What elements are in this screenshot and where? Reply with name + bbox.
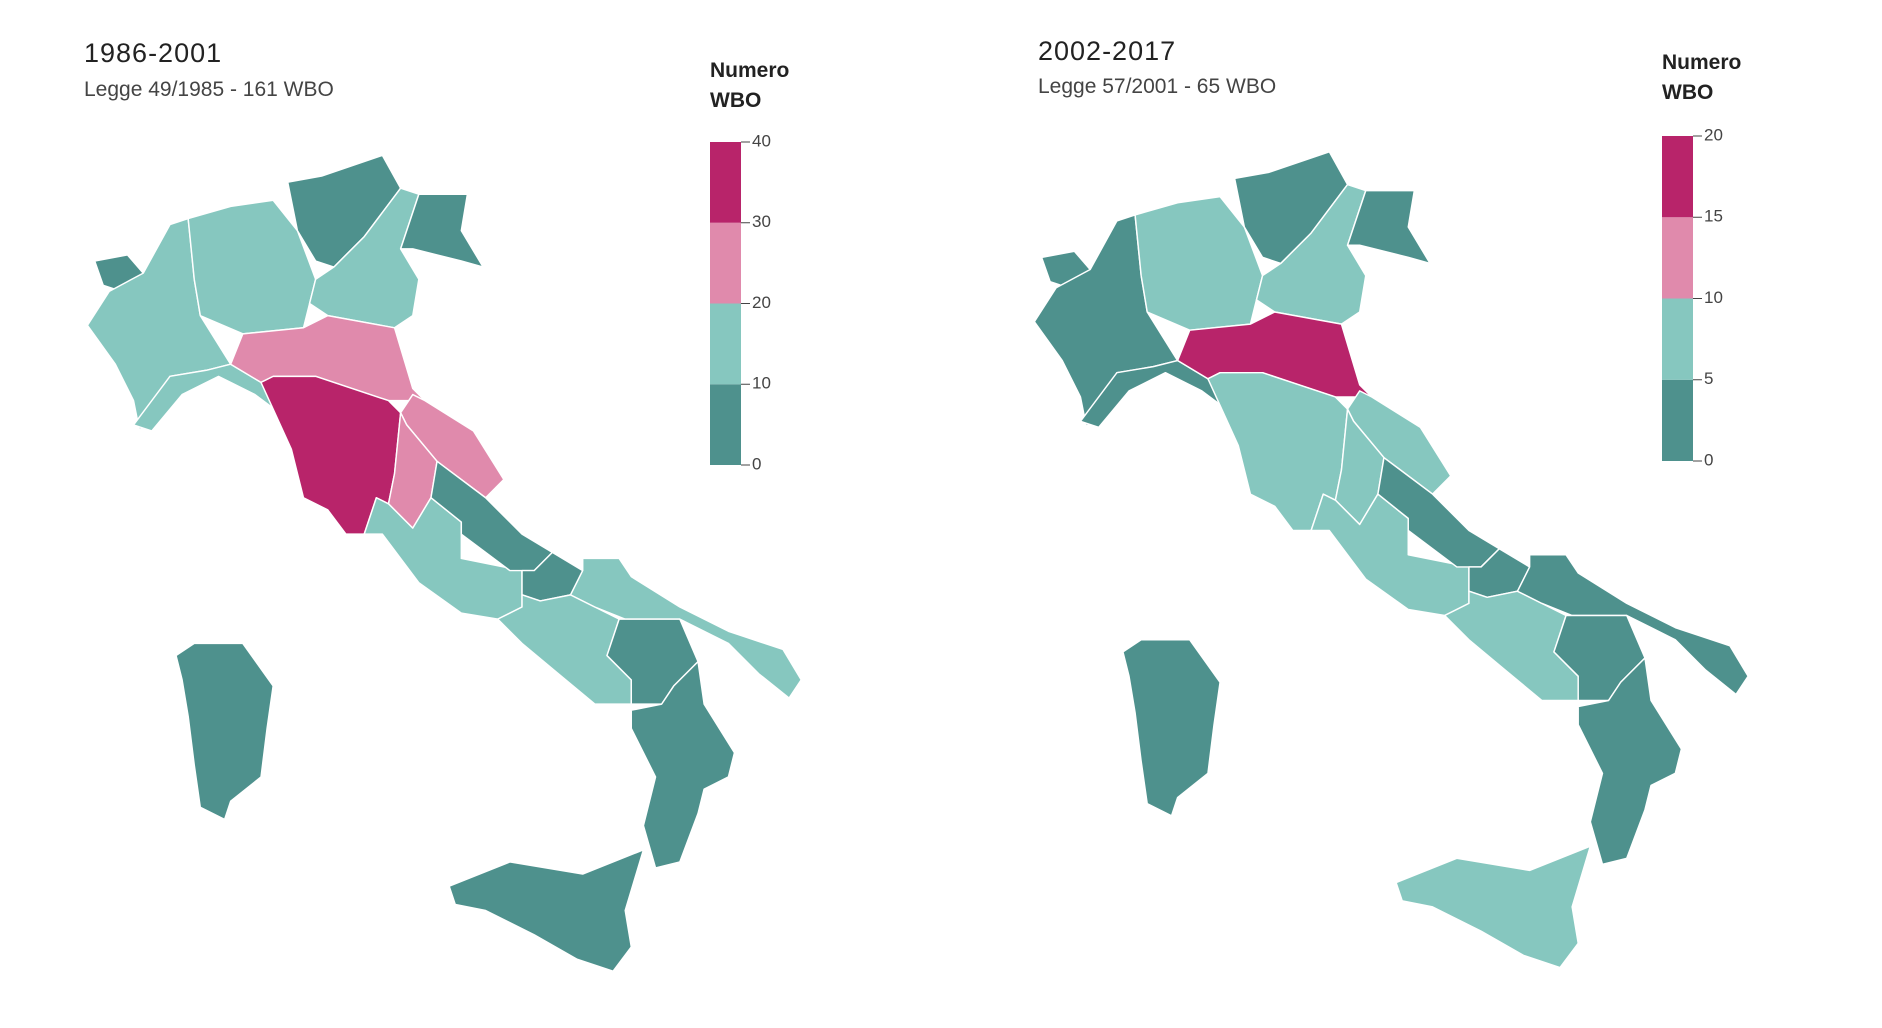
legend-bin xyxy=(1662,136,1693,218)
map-subtitle: Legge 57/2001 - 65 WBO xyxy=(1038,75,1277,98)
legend-bin xyxy=(710,222,741,304)
region xyxy=(363,497,523,620)
legend-tick-label: 10 xyxy=(752,374,771,393)
map-title: 1986-2001 xyxy=(84,38,223,68)
region xyxy=(175,642,274,821)
region xyxy=(1033,214,1179,429)
legend-tick-label: 40 xyxy=(752,131,771,150)
region xyxy=(1346,189,1431,265)
region xyxy=(1122,639,1221,817)
legend-bin xyxy=(1662,298,1693,380)
region xyxy=(1395,845,1592,969)
legend-title: Numero WBO xyxy=(1662,51,1742,104)
legend-tick-label: 30 xyxy=(752,212,771,231)
legend-bin xyxy=(1662,379,1693,461)
legend-tick-label: 5 xyxy=(1704,369,1713,388)
legend-title: Numero WBO xyxy=(710,59,790,112)
map xyxy=(86,154,802,972)
legend-tick-label: 15 xyxy=(1704,207,1723,226)
map xyxy=(1033,151,1749,969)
region xyxy=(308,187,420,329)
map-title: 2002-2017 xyxy=(1038,36,1177,66)
map-subtitle: Legge 49/1985 - 161 WBO xyxy=(84,78,334,101)
legend-tick-label: 10 xyxy=(1704,288,1723,307)
legend-bin xyxy=(1662,217,1693,299)
region xyxy=(1577,657,1683,866)
region xyxy=(630,660,736,869)
legend-bin xyxy=(710,303,741,385)
legends: 0 10 20 30 40 0 5 10 15 20 xyxy=(710,125,1723,473)
region xyxy=(399,193,484,268)
region xyxy=(448,849,645,972)
legend-bin xyxy=(710,142,741,223)
legend-tick-label: 20 xyxy=(1704,125,1723,144)
region xyxy=(1310,493,1470,617)
legend-tick-label: 20 xyxy=(752,293,771,312)
legend-bin xyxy=(710,384,741,465)
legend-tick-label: 0 xyxy=(752,454,761,473)
region xyxy=(1255,183,1367,325)
region xyxy=(86,217,232,432)
legend-tick-label: 0 xyxy=(1704,450,1713,469)
